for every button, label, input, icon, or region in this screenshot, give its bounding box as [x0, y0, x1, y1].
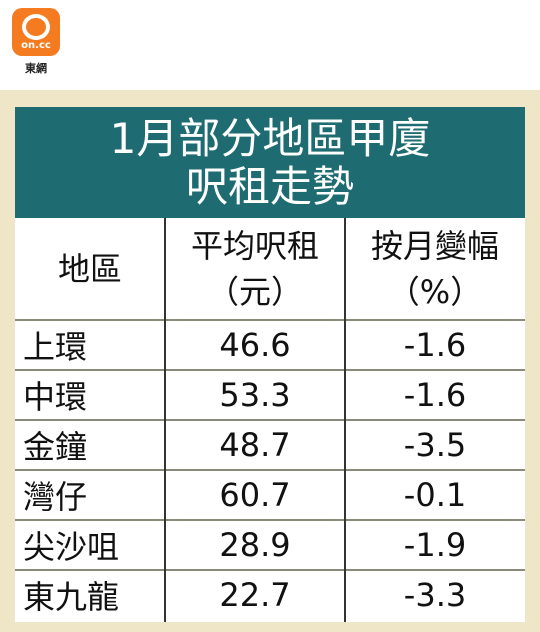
- value-cell: 53.3: [219, 376, 291, 414]
- region-cell: 中環: [23, 378, 88, 416]
- region-cell: 金鐘: [23, 428, 88, 466]
- region-cell: 東九龍: [23, 578, 120, 616]
- row-divider: [15, 369, 525, 371]
- value-cell: -3.3: [403, 576, 467, 614]
- column-header-text: （%）: [387, 273, 483, 311]
- row-divider: [15, 419, 525, 421]
- value-cell: -1.9: [403, 526, 467, 564]
- logo-icon: [22, 14, 50, 40]
- region-cell: 灣仔: [23, 478, 88, 516]
- title-line: 呎租走勢: [185, 162, 354, 211]
- column-header: 地區: [15, 218, 165, 320]
- value-cell: 60.7: [219, 476, 291, 514]
- column-header: 按月變幅 （%）: [345, 218, 525, 320]
- region-cell: 上環: [23, 328, 88, 366]
- value-cell: -1.6: [403, 376, 467, 414]
- column-divider: [344, 218, 346, 622]
- table: 地區 平均呎租 （元） 按月變幅 （%） 上環 46.6 -1.6 中環 53.3 -1.6 金鐘 48…: [15, 218, 525, 622]
- row-divider: [15, 469, 525, 471]
- logo-text: on.cc: [21, 40, 51, 51]
- column-header-text: 平均呎租: [190, 227, 319, 265]
- logo-caption: 東網: [25, 62, 47, 75]
- title-line: 1月部分地區甲廈: [109, 114, 431, 163]
- column-header: 平均呎租 （元）: [165, 218, 345, 320]
- title-box: 1月部分地區甲廈 呎租走勢: [15, 107, 525, 218]
- value-cell: 22.7: [219, 576, 291, 614]
- row-divider: [15, 519, 525, 521]
- row-divider: [15, 569, 525, 571]
- value-cell: -0.1: [403, 476, 467, 514]
- column-header-text: （元）: [206, 273, 303, 311]
- column-header-text: 地區: [57, 250, 122, 288]
- column-divider: [164, 218, 166, 622]
- column-header-text: 按月變幅: [370, 227, 499, 265]
- value-cell: -1.6: [403, 326, 467, 364]
- value-cell: -3.5: [403, 426, 467, 464]
- value-cell: 48.7: [219, 426, 291, 464]
- region-cell: 尖沙咀: [23, 528, 120, 566]
- row-divider: [15, 319, 525, 321]
- value-cell: 46.6: [219, 326, 291, 364]
- value-cell: 28.9: [219, 526, 291, 564]
